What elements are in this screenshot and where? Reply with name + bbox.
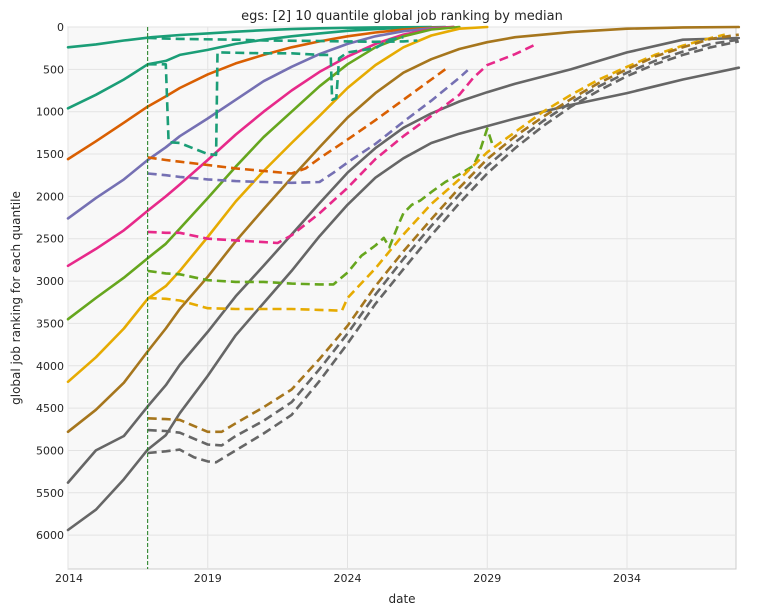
y-tick-label: 500 <box>43 63 64 76</box>
y-tick-label: 5500 <box>36 487 64 500</box>
series-line-17 <box>147 33 726 312</box>
y-tick-label: 4500 <box>36 402 64 415</box>
x-axis-label: date <box>388 592 415 606</box>
x-tick-label: 2024 <box>333 572 361 585</box>
x-tick-label: 2034 <box>613 572 641 585</box>
y-tick-label: 0 <box>57 21 64 34</box>
series-line-19 <box>147 38 739 447</box>
series-line-8 <box>66 25 741 434</box>
series-line-16 <box>147 127 495 286</box>
y-tick-label: 3000 <box>36 275 64 288</box>
y-tick-label: 6000 <box>36 529 64 542</box>
chart-title: egs: [2] 10 quantile global job ranking … <box>241 9 563 24</box>
y-tick-label: 3500 <box>36 317 64 330</box>
series-line-9 <box>66 36 741 484</box>
series-line-14 <box>147 69 469 185</box>
y-axis-label: global job ranking for each quantile <box>9 191 23 405</box>
y-tick-label: 4000 <box>36 360 64 373</box>
y-tick-label: 2500 <box>36 233 64 246</box>
series-line-15 <box>147 43 536 245</box>
series-line-4 <box>66 25 455 220</box>
series-line-13 <box>147 68 447 175</box>
plot-background <box>67 26 737 570</box>
x-tick-labels: 2014 2019 2024 2029 2034 <box>55 572 641 585</box>
series-line-20 <box>147 40 740 464</box>
series-line-2 <box>66 25 447 110</box>
y-tick-label: 1000 <box>36 106 64 119</box>
y-tick-labels: 0 500 1000 1500 2000 2500 3000 3500 4000 4500 5000… <box>36 21 64 542</box>
x-tick-label: 2029 <box>473 572 501 585</box>
series-group <box>66 25 741 532</box>
x-tick-label: 2014 <box>55 572 83 585</box>
x-tick-label: 2019 <box>194 572 222 585</box>
y-tick-label: 1500 <box>36 148 64 161</box>
y-tick-label: 5000 <box>36 444 64 457</box>
series-line-3 <box>66 25 455 161</box>
y-tick-label: 2000 <box>36 190 64 203</box>
series-line-1 <box>66 25 433 49</box>
series-line-18 <box>147 33 739 434</box>
series-line-12 <box>147 35 404 157</box>
series-line-11 <box>147 36 418 44</box>
